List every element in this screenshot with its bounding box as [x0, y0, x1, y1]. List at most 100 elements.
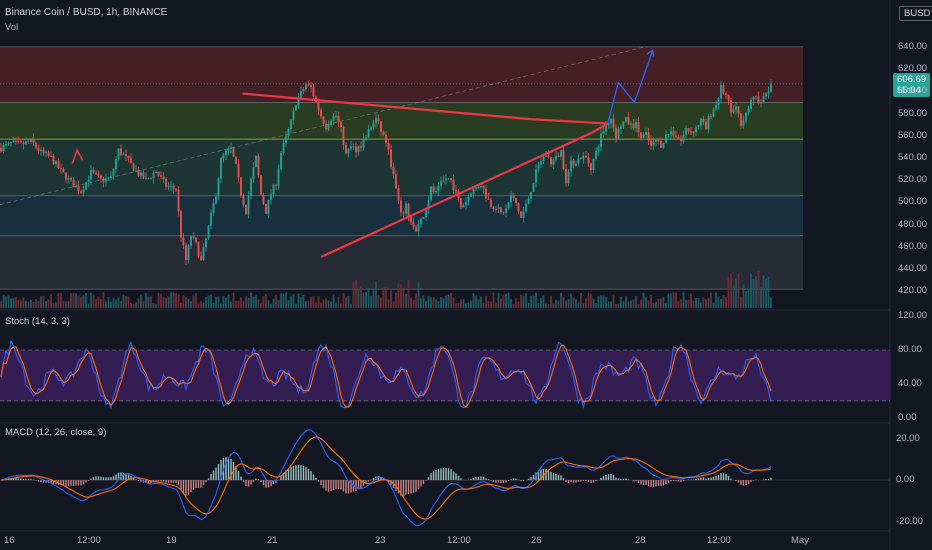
volume-bar [447, 294, 450, 308]
candle-body [460, 198, 462, 208]
macd-histogram-bar [645, 480, 647, 486]
volume-bar [592, 298, 595, 308]
macd-histogram-bar [415, 480, 417, 492]
candle-body [560, 150, 562, 157]
volume-bar [527, 303, 530, 308]
candle-body [580, 158, 582, 160]
candle-body [747, 108, 750, 113]
candle-body [492, 206, 495, 209]
volume-bar [425, 301, 427, 308]
macd-histogram-bar [640, 480, 642, 485]
volume-bar [567, 298, 570, 308]
candle-body [385, 134, 387, 143]
candle-body [637, 121, 640, 133]
candle-body [352, 146, 355, 148]
volume-bar [740, 296, 742, 308]
candle-body [540, 161, 542, 165]
volume-bar [360, 286, 362, 308]
macd-histogram-bar [410, 480, 412, 494]
macd-histogram-bar [527, 478, 530, 481]
candle-body [15, 141, 17, 142]
macd-histogram-bar [395, 480, 397, 491]
macd-histogram-bar [337, 480, 340, 490]
volume-bar [675, 292, 677, 308]
macd-histogram-bar [577, 480, 580, 482]
volume-bar [602, 295, 605, 308]
candle-body [530, 191, 532, 199]
macd-histogram-bar [50, 480, 52, 484]
volume-bar [282, 293, 285, 308]
candle-body [417, 224, 420, 232]
candle-body [685, 128, 687, 135]
candle-body [290, 120, 292, 129]
candle-body [562, 150, 565, 169]
macd-histogram-bar [365, 480, 367, 484]
macd-histogram-bar [767, 478, 770, 481]
macd-histogram-bar [250, 480, 252, 485]
candle-body [552, 159, 555, 165]
volume-bar [532, 295, 535, 308]
volume-bar [430, 297, 432, 308]
volume-bar [695, 297, 697, 308]
macd-histogram-bar [555, 473, 557, 481]
volume-bar [297, 293, 300, 308]
volume-bar [562, 296, 565, 308]
macd-histogram-bar [522, 480, 525, 482]
volume-bar [102, 292, 105, 308]
volume-bar [100, 298, 102, 308]
volume-label: Vol [5, 22, 19, 33]
candle-body [632, 123, 635, 129]
time-tick-label: 21 [267, 535, 278, 546]
volume-bar [67, 301, 70, 308]
candle-body [185, 245, 187, 260]
candle-body [625, 117, 627, 122]
candle-body [732, 109, 735, 113]
macd-histogram-bar [360, 480, 362, 489]
volume-bar [357, 288, 360, 308]
macd-histogram-bar [147, 480, 150, 484]
macd-histogram-bar [557, 475, 560, 481]
macd-histogram-bar [697, 478, 700, 481]
volume-bar [247, 297, 250, 308]
macd-histogram-bar [220, 459, 222, 481]
macd-histogram-bar [407, 480, 410, 495]
volume-bar [347, 295, 350, 308]
volume-bar [382, 287, 385, 308]
candle-body [355, 146, 357, 153]
volume-bar [187, 298, 190, 308]
currency-badge[interactable]: BUSD [899, 6, 932, 21]
price-badge-countdown: 55:04 [897, 85, 921, 96]
macd-histogram-bar [490, 480, 492, 481]
volume-bar [267, 300, 270, 308]
macd-histogram-bar [582, 480, 585, 482]
candle-body [602, 131, 605, 134]
volume-bar [542, 295, 545, 308]
macd-histogram-bar [427, 477, 430, 481]
macd-histogram-bar [100, 476, 102, 481]
volume-bar [190, 301, 192, 308]
volume-bar [682, 292, 685, 308]
macd-histogram-bar [117, 472, 120, 481]
macd-histogram-bar [480, 476, 482, 481]
candle-body [610, 118, 612, 124]
macd-histogram-bar [745, 480, 747, 485]
macd-histogram-bar [512, 478, 515, 481]
candle-body [320, 110, 322, 117]
macd-histogram-bar [160, 480, 162, 482]
volume-bar [432, 297, 435, 308]
candle-body [265, 203, 267, 214]
volume-bar [677, 301, 680, 308]
volume-bar [557, 300, 560, 308]
volume-bar [305, 301, 307, 308]
candle-body [605, 124, 607, 132]
candle-body [155, 171, 157, 174]
macd-histogram-bar [455, 473, 457, 481]
volume-bar [545, 303, 547, 308]
candle-body [250, 178, 252, 196]
macd-histogram-bar [380, 477, 382, 481]
volume-bar [610, 301, 612, 308]
volume-bar [377, 295, 380, 308]
candle-body [190, 236, 192, 246]
candle-body [462, 205, 465, 208]
